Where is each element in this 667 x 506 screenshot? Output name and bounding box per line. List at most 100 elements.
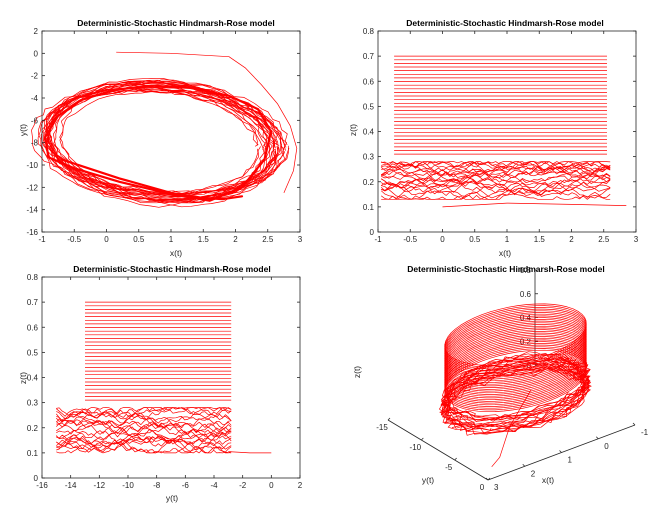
- z-level-loop: [444, 346, 587, 409]
- x-tick-label: -2: [239, 481, 247, 490]
- transient-trace: [116, 51, 298, 194]
- noisy-band-trace: [56, 407, 232, 434]
- z-tick-label: 0.4: [520, 314, 532, 323]
- noisy-loop: [440, 353, 591, 422]
- tail-trace: [491, 389, 532, 468]
- y-tick-label: 0: [34, 49, 39, 58]
- axes-box: [41, 276, 301, 479]
- stochastic-loop: [46, 80, 268, 201]
- z-level-loop: [444, 315, 587, 378]
- x-tick-label: 0.5: [133, 235, 145, 244]
- x-tick-label: 3: [494, 483, 499, 492]
- panel-3d: Deterministic-Stochastic Hindmarsh-Rose …: [352, 264, 649, 492]
- z-level-loop: [444, 327, 587, 390]
- x-tick-label: -10: [122, 481, 134, 490]
- y-tick-label: 0.8: [27, 273, 39, 282]
- x-tick-label: 1: [505, 235, 510, 244]
- y-tick-label: -4: [31, 94, 39, 103]
- y-axis: [387, 419, 489, 481]
- z-level-loop: [444, 337, 587, 401]
- noisy-band-trace: [56, 428, 232, 454]
- x-tick-label: -1: [641, 428, 649, 437]
- noisy-band-trace: [56, 408, 232, 436]
- stochastic-loop: [59, 91, 267, 197]
- noisy-band-trace: [56, 407, 232, 431]
- z-level-loop: [444, 330, 587, 394]
- x-tick-label: 1: [169, 235, 174, 244]
- x-tick-label: -0.5: [67, 235, 81, 244]
- y-tick-label: 0.4: [363, 128, 375, 137]
- noisy-band-trace: [380, 164, 611, 199]
- noisy-loop: [443, 353, 590, 419]
- x-tick-label: -8: [153, 481, 161, 490]
- noisy-band-trace: [56, 407, 232, 428]
- title-yz: Deterministic-Stochastic Hindmarsh-Rose …: [73, 264, 270, 274]
- noisy-band-trace: [56, 408, 232, 435]
- x-tick-label: 2: [569, 235, 574, 244]
- y-tick-label: 0.1: [363, 203, 375, 212]
- ylabel-yz: z(t): [18, 372, 28, 384]
- y-tick-label: 0.3: [363, 153, 375, 162]
- x-tick: [485, 477, 489, 481]
- noisy-band-trace: [56, 436, 232, 454]
- x-tick-label: 0.5: [469, 235, 481, 244]
- z-level-loop: [444, 312, 587, 375]
- ylabel-xz: z(t): [348, 124, 358, 136]
- z-level-loop: [444, 305, 587, 368]
- z-level-loop: [444, 344, 587, 407]
- z-level-loop: [444, 339, 587, 402]
- y-tick-label: 0.2: [27, 424, 39, 433]
- z-level-loop: [444, 343, 587, 406]
- y-tick-label: -6: [31, 116, 39, 125]
- noisy-band-trace: [56, 432, 232, 449]
- y-tick-label: 0.4: [27, 374, 39, 383]
- z-level-loop: [444, 322, 587, 385]
- z-level-loop: [444, 349, 587, 413]
- noisy-band-trace: [56, 426, 232, 448]
- z-level-loop: [444, 341, 587, 404]
- x-tick-label: 1.5: [198, 235, 210, 244]
- x-tick-label: -0.5: [403, 235, 417, 244]
- plot-area-xy: [31, 51, 298, 208]
- z-level-loop: [444, 317, 587, 380]
- stochastic-loop: [46, 88, 265, 203]
- noisy-band-trace: [381, 161, 611, 188]
- noisy-band-trace: [381, 176, 611, 189]
- y-tick-label: 2: [34, 27, 39, 36]
- x-tick: [632, 422, 636, 426]
- panel-yz: Deterministic-Stochastic Hindmarsh-Rose …: [18, 264, 303, 503]
- noisy-band-trace: [56, 423, 232, 441]
- zlabel-3d: z(t): [352, 366, 362, 378]
- noisy-band-trace: [381, 161, 611, 169]
- noisy-loop: [442, 364, 589, 431]
- xlabel-xz: x(t): [499, 248, 511, 258]
- axes-xy: -1 -0.5 0 0.5 1 1.5 2 2.5 3 2 0 -2 -4 -6 -8 -10 -12 -14 -1…: [26, 27, 302, 244]
- plot-area-xz: [380, 55, 627, 208]
- y-tick: [421, 437, 424, 441]
- y-tick-label: 0.6: [27, 323, 39, 332]
- x-tick: [595, 436, 599, 440]
- xlabel-3d: x(t): [542, 475, 554, 485]
- y-tick-label: 0.5: [363, 102, 375, 111]
- noisy-band-trace: [380, 165, 611, 193]
- noisy-band-trace: [56, 407, 232, 422]
- y-tick-label: -5: [445, 463, 453, 472]
- x-tick-label: -12: [94, 481, 106, 490]
- z-level-loop: [444, 320, 587, 383]
- x-tick-label: 3: [298, 235, 303, 244]
- noisy-band-trace: [56, 431, 232, 454]
- x-tick-label: -16: [36, 481, 48, 490]
- z-level-loop: [444, 329, 587, 392]
- y-tick-label: -12: [26, 183, 38, 192]
- title-xz: Deterministic-Stochastic Hindmarsh-Rose …: [406, 18, 603, 28]
- y-tick-label: -8: [31, 139, 39, 148]
- z-level-loop: [444, 348, 587, 411]
- noisy-band-trace: [380, 161, 611, 179]
- x-tick: [522, 463, 526, 467]
- z-tick-label: 0.2: [520, 337, 532, 346]
- title-xy: Deterministic-Stochastic Hindmarsh-Rose …: [77, 18, 274, 28]
- y-tick-label: 0.7: [27, 298, 39, 307]
- noisy-band-trace: [56, 413, 232, 431]
- y-tick-label: 0: [480, 483, 485, 492]
